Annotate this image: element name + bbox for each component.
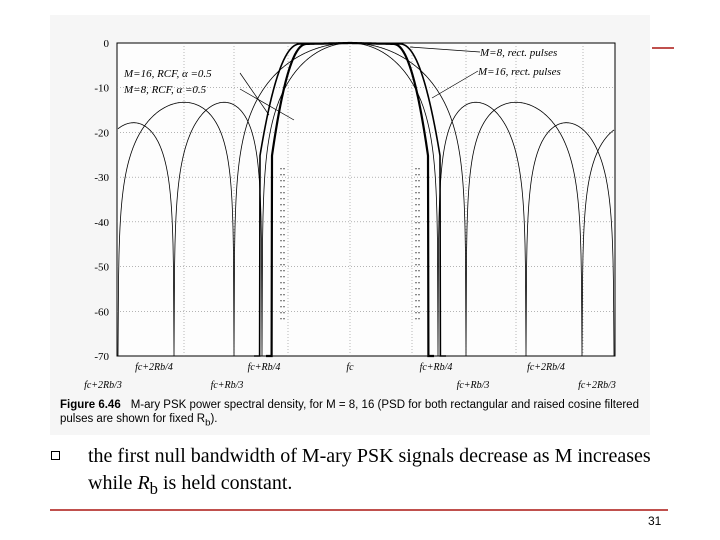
x-tick-label-bottom: fc+2Rb/3 — [84, 380, 122, 390]
annotation-m16-rcf: M=16, RCF, α =0.5 — [123, 68, 212, 80]
annotation-m16-rect: M=16, rect. pulses — [477, 66, 561, 78]
annotation-m16-rect-arrow — [431, 70, 479, 99]
page-number: 31 — [648, 514, 662, 528]
x-tick-label-bottom: fc+2Rb/3 — [578, 380, 616, 390]
caption-sub: b — [205, 417, 211, 429]
x-tick-label-top: fc+2Rb/4 — [135, 362, 173, 373]
x-tick-label-top: fc — [346, 362, 354, 373]
x-tick-label-top: fc+Rb/4 — [248, 362, 281, 373]
caption-text: M-ary PSK power spectral density, for M … — [60, 399, 639, 425]
caption-end: ). — [210, 413, 218, 425]
annotation-m8-rect-arrow — [409, 46, 481, 53]
bullet-text: the first null bandwidth of M-ary PSK si… — [88, 443, 688, 502]
bullet-text-sub: b — [149, 479, 158, 498]
annotation-m8-rcf: M=8, RCF, α =0.5 — [123, 84, 207, 96]
caption-label: Figure 6.46 — [60, 399, 121, 411]
y-tick-label: -20 — [94, 127, 109, 139]
x-tick-label-bottom: fc+Rb/3 — [211, 380, 244, 390]
x-tick-label-top: fc+2Rb/4 — [527, 362, 565, 373]
series-m8-rcf-line — [254, 42, 446, 357]
footer-line — [50, 509, 668, 511]
y-tick-label: -40 — [94, 217, 109, 229]
psd-chart: 0 -10 -20 -30 -40 -50 -60 -70 M=8, rect. pulses M… — [84, 38, 616, 390]
annotation-m16-rcf-arrow — [239, 72, 270, 116]
annotation-m8-rect: M=8, rect. pulses — [479, 47, 557, 59]
y-tick-label: -70 — [94, 351, 109, 363]
annotation-m8-rcf-arrow — [239, 88, 295, 121]
y-tick-label: -50 — [94, 262, 109, 274]
y-tick-label: -30 — [94, 172, 109, 184]
y-tick-label: 0 — [104, 38, 110, 50]
plot-frame — [116, 42, 616, 357]
y-tick-label: -10 — [94, 83, 109, 95]
x-tick-label-bottom: fc+Rb/3 — [457, 380, 490, 390]
bullet-text-var: R — [137, 472, 150, 494]
x-tick-label-top: fc+Rb/4 — [420, 362, 453, 373]
bullet-text-main: the first null bandwidth of M-ary PSK si… — [88, 445, 651, 494]
series-m16-rect-line — [117, 42, 615, 357]
figure-caption: Figure 6.46 M-ary PSK power spectral dens… — [60, 398, 645, 430]
bullet-text-end: is held constant. — [157, 472, 293, 494]
bullet-icon — [51, 451, 60, 460]
accent-line — [652, 47, 674, 49]
y-tick-label: -60 — [94, 306, 109, 318]
